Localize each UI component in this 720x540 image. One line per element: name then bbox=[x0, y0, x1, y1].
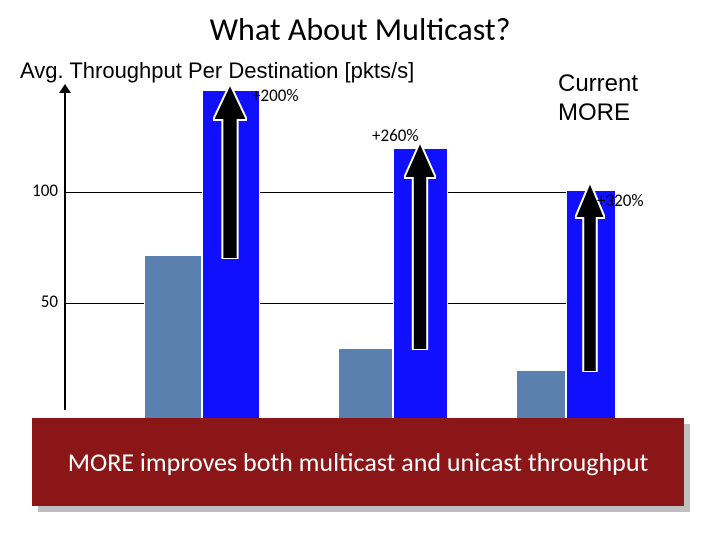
bar-annotation: +320% bbox=[597, 190, 643, 211]
chart-subtitle: Avg. Throughput Per Destination [pkts/s] bbox=[20, 58, 414, 84]
y-tick-label: 50 bbox=[22, 291, 58, 312]
slide: What About Multicast? Avg. Throughput Pe… bbox=[0, 0, 720, 540]
conclusion-banner-text: MORE improves both multicast and unicast… bbox=[68, 446, 648, 478]
current-bar bbox=[338, 348, 393, 425]
y-tick-label: 100 bbox=[22, 180, 58, 201]
slide-title: What About Multicast? bbox=[0, 10, 720, 49]
y-axis-arrowhead-icon bbox=[59, 84, 71, 93]
bar-annotation: +200% bbox=[252, 85, 298, 106]
conclusion-banner: MORE improves both multicast and unicast… bbox=[32, 418, 684, 506]
chart-area: 10050+200%+260%+320% bbox=[50, 90, 610, 420]
slide-title-text: What About Multicast? bbox=[210, 10, 511, 49]
up-arrow-icon bbox=[213, 84, 247, 259]
y-axis-line bbox=[64, 90, 66, 410]
gridline bbox=[64, 192, 610, 193]
up-arrow-icon bbox=[404, 142, 436, 350]
current-bar bbox=[516, 370, 566, 425]
chart-subtitle-text: Avg. Throughput Per Destination [pkts/s] bbox=[20, 58, 414, 83]
bar-annotation: +260% bbox=[372, 125, 418, 146]
current-bar bbox=[144, 255, 202, 425]
